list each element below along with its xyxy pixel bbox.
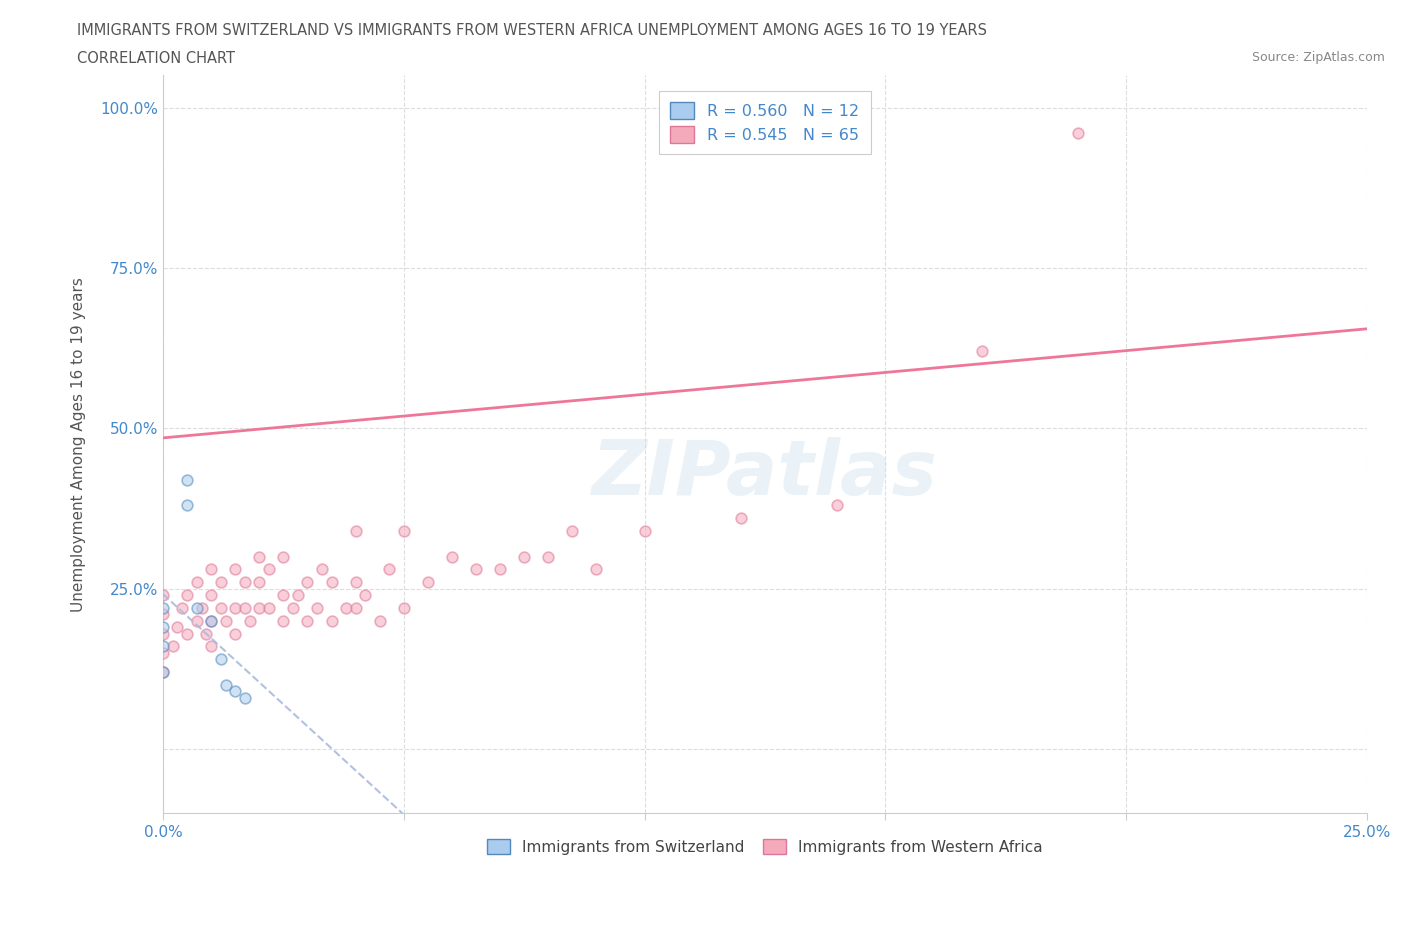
Point: [633, 524, 655, 538]
Point: [585, 562, 607, 577]
Point: [281, 601, 304, 616]
Point: [489, 562, 512, 577]
Point: [233, 601, 256, 616]
Point: [172, 601, 194, 616]
Point: [233, 575, 256, 590]
Point: [1067, 126, 1090, 140]
Point: [209, 601, 232, 616]
Point: [392, 601, 415, 616]
Point: [200, 562, 222, 577]
Legend: Immigrants from Switzerland, Immigrants from Western Africa: Immigrants from Switzerland, Immigrants …: [481, 832, 1049, 861]
Point: [186, 575, 208, 590]
Point: [321, 575, 343, 590]
Point: [287, 588, 309, 603]
Point: [970, 344, 993, 359]
Text: ZIPatlas: ZIPatlas: [592, 437, 938, 511]
Point: [224, 626, 246, 641]
Point: [152, 619, 174, 634]
Point: [321, 613, 343, 628]
Text: Source: ZipAtlas.com: Source: ZipAtlas.com: [1251, 51, 1385, 64]
Point: [378, 562, 401, 577]
Point: [465, 562, 488, 577]
Point: [730, 511, 752, 525]
Point: [233, 690, 256, 705]
Point: [273, 588, 295, 603]
Point: [152, 639, 174, 654]
Point: [166, 619, 188, 634]
Point: [354, 588, 377, 603]
Point: [297, 613, 319, 628]
Point: [152, 588, 174, 603]
Point: [200, 613, 222, 628]
Point: [224, 684, 246, 698]
Point: [537, 549, 560, 564]
Point: [152, 626, 174, 641]
Point: [513, 549, 536, 564]
Point: [200, 639, 222, 654]
Point: [335, 601, 357, 616]
Point: [257, 601, 280, 616]
Point: [176, 472, 198, 487]
Point: [392, 524, 415, 538]
Point: [273, 613, 295, 628]
Point: [224, 562, 246, 577]
Text: IMMIGRANTS FROM SWITZERLAND VS IMMIGRANTS FROM WESTERN AFRICA UNEMPLOYMENT AMONG: IMMIGRANTS FROM SWITZERLAND VS IMMIGRANT…: [77, 23, 987, 38]
Point: [247, 549, 270, 564]
Point: [162, 639, 184, 654]
Point: [214, 677, 236, 692]
Point: [200, 613, 222, 628]
Point: [186, 613, 208, 628]
Point: [176, 588, 198, 603]
Point: [152, 645, 174, 660]
Point: [152, 607, 174, 622]
Point: [214, 613, 236, 628]
Point: [825, 498, 848, 512]
Point: [247, 575, 270, 590]
Point: [257, 562, 280, 577]
Point: [416, 575, 439, 590]
Point: [176, 498, 198, 512]
Point: [311, 562, 333, 577]
Text: CORRELATION CHART: CORRELATION CHART: [77, 51, 235, 66]
Point: [209, 575, 232, 590]
Y-axis label: Unemployment Among Ages 16 to 19 years: Unemployment Among Ages 16 to 19 years: [72, 277, 86, 612]
Point: [152, 601, 174, 616]
Point: [247, 601, 270, 616]
Point: [195, 626, 218, 641]
Point: [200, 588, 222, 603]
Point: [152, 665, 174, 680]
Point: [209, 652, 232, 667]
Point: [273, 549, 295, 564]
Point: [224, 601, 246, 616]
Point: [368, 613, 391, 628]
Point: [307, 601, 329, 616]
Point: [344, 575, 367, 590]
Point: [344, 524, 367, 538]
Point: [561, 524, 583, 538]
Point: [297, 575, 319, 590]
Point: [190, 601, 212, 616]
Point: [239, 613, 262, 628]
Point: [186, 601, 208, 616]
Point: [176, 626, 198, 641]
Point: [440, 549, 463, 564]
Point: [344, 601, 367, 616]
Point: [152, 665, 174, 680]
